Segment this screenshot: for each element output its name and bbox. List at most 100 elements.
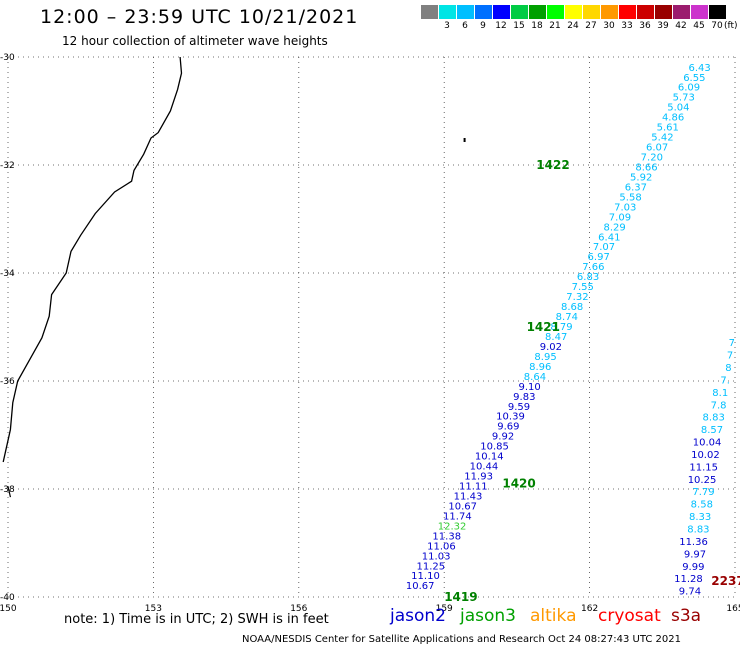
swh-value-label: 9.83: [513, 392, 535, 403]
color-swatch: [636, 5, 654, 19]
lon-tick-label: 162: [581, 604, 598, 614]
footer-note: note: 1) Time is in UTC; 2) SWH is in fe…: [64, 612, 329, 627]
color-scale-tick-label: 6: [462, 21, 468, 31]
swh-value-label: 10.04: [693, 438, 722, 449]
swh-value-label: 11.10: [411, 571, 440, 582]
color-scale-tick-label: 21: [549, 21, 561, 31]
color-swatch: [420, 5, 438, 19]
color-scale-tick-label: 42: [675, 21, 687, 31]
pass-time-label: 1422: [536, 158, 569, 172]
lat-tick-label: -36: [0, 377, 15, 387]
color-scale-tick-label: 39: [657, 21, 669, 31]
swh-value-label: 7: [727, 351, 733, 362]
swh-value-label: 9.92: [492, 432, 514, 443]
swh-value-label: 11.38: [432, 531, 461, 542]
swh-value-label: 5.04: [667, 103, 689, 114]
lat-tick-label: -34: [0, 269, 15, 279]
swh-value-label: 7.8: [711, 400, 727, 411]
swh-value-label: 7.20: [641, 153, 663, 164]
color-scale-labels: 3 6 9 12 15 18 21 24 27 30 33 36 39 42 45 70: [420, 21, 740, 33]
swh-value-label: 5.61: [657, 123, 679, 134]
swh-value-label: 10.44: [470, 462, 499, 473]
color-swatch: [582, 5, 600, 19]
swh-value-label: 6.07: [646, 143, 668, 154]
color-scale-tick-label: 30: [603, 21, 615, 31]
lon-tick-label: 156: [290, 604, 307, 614]
lon-tick-label: 153: [145, 604, 162, 614]
swh-value-label: 7.55: [572, 282, 594, 293]
swh-value-label: 10.25: [688, 475, 717, 486]
swh-value-label: 8.66: [635, 162, 657, 173]
swh-value-label: 9.99: [682, 562, 704, 573]
color-swatch: [654, 5, 672, 19]
color-scale-tick-label: 36: [639, 21, 651, 31]
color-scale-tick-label: 33: [621, 21, 633, 31]
swh-value-label: 11.06: [427, 541, 456, 552]
swh-value-label: 8.57: [701, 425, 723, 436]
swh-value-label: 9.10: [518, 382, 540, 393]
color-swatch: [618, 5, 636, 19]
color-swatch: [438, 5, 456, 19]
swh-value-label: 7.09: [609, 212, 631, 223]
color-scale-tick-label: 3: [444, 21, 450, 31]
swh-value-label: 11.74: [443, 511, 472, 522]
color-swatch: [600, 5, 618, 19]
swh-value-label: 11.03: [422, 551, 451, 562]
swh-value-label: 8.47: [545, 332, 567, 343]
swh-value-label: 11.25: [416, 561, 445, 572]
map-subtitle: 12 hour collection of altimeter wave hei…: [62, 34, 328, 48]
color-scale-tick-label: 70: [711, 21, 723, 31]
pass-time-label: 1420: [502, 477, 535, 491]
swh-value-label: 7: [729, 338, 735, 349]
swh-value-label: 6.43: [689, 63, 711, 74]
map-title: 12:00 – 23:59 UTC 10/21/2021: [40, 6, 359, 28]
swh-value-label: 6.55: [683, 73, 705, 84]
swh-value-label: 9.69: [497, 422, 519, 433]
swh-value-label: 5.92: [630, 172, 652, 183]
swh-value-label: 7.79: [692, 487, 714, 498]
swh-value-label: 6.09: [678, 83, 700, 94]
color-scale-tick-label: 15: [513, 21, 525, 31]
coastline-fragment: [7, 486, 12, 498]
swh-value-label: 11.36: [679, 537, 708, 548]
legend-item-jason3: jason3: [460, 606, 516, 626]
color-scale-tick-label: 12: [495, 21, 507, 31]
lat-tick-label: -30: [0, 53, 15, 63]
swh-value-label: 10.14: [475, 452, 504, 463]
pass-time-label: 2237: [711, 574, 740, 588]
color-swatch: [564, 5, 582, 19]
color-swatch: [528, 5, 546, 19]
swh-value-label: 7.: [720, 375, 730, 386]
color-swatch: [492, 5, 510, 19]
lon-tick-label: 150: [0, 604, 17, 614]
swh-value-label: 8.58: [691, 500, 713, 511]
swh-value-label: 8.83: [703, 413, 725, 424]
color-swatch: [474, 5, 492, 19]
color-scale-tick-label: 45: [693, 21, 705, 31]
swh-value-label: 6.83: [577, 272, 599, 283]
legend-item-altika: altika: [530, 606, 577, 626]
color-scale-unit: (ft): [724, 21, 738, 31]
color-scale-bar: [420, 5, 726, 19]
swh-value-label: 10.85: [480, 442, 509, 453]
swh-value-label: 9.74: [679, 587, 701, 598]
legend-item-jason2: jason2: [390, 606, 446, 626]
swh-value-label: 11.15: [689, 462, 718, 473]
swh-value-label: 8.96: [529, 362, 551, 373]
swh-value-label: 11.43: [454, 491, 483, 502]
swh-value-label: 10.67: [448, 501, 477, 512]
coastline: [2, 56, 183, 463]
swh-value-label: 5.42: [651, 133, 673, 144]
footer-credit: NOAA/NESDIS Center for Satellite Applica…: [242, 634, 681, 645]
swh-value-label: 8.29: [603, 222, 625, 233]
lat-tick-label: -32: [0, 161, 15, 171]
color-scale-tick-label: 24: [567, 21, 579, 31]
swh-value-label: 8.83: [687, 525, 709, 536]
swh-value-label: 8.68: [561, 302, 583, 313]
swh-value-label: 9.02: [540, 342, 562, 353]
legend-item-cryosat: cryosat: [598, 606, 661, 626]
swh-value-label: 9.97: [684, 549, 706, 560]
swh-value-label: 7.07: [593, 242, 615, 253]
color-scale-tick-label: 9: [480, 21, 486, 31]
